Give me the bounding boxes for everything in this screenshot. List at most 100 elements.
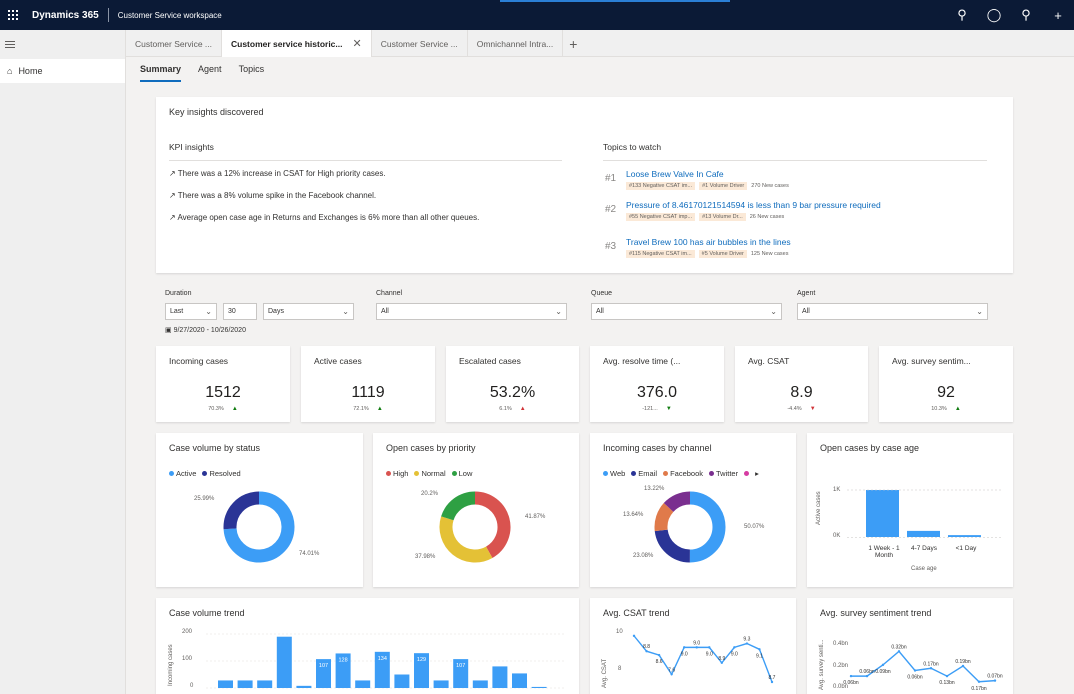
bar[interactable] xyxy=(433,680,449,688)
series-line[interactable] xyxy=(633,635,773,683)
add-tab-icon[interactable]: + xyxy=(569,35,578,52)
legend-item[interactable]: Resolved xyxy=(202,469,241,478)
data-point[interactable] xyxy=(632,634,636,638)
kpi-card-escalated[interactable]: Escalated cases 53.2% 6.1% ▲ xyxy=(446,346,579,422)
tab-omnichannel[interactable]: Omnichannel Intra... xyxy=(468,30,564,57)
kpi-card-csat[interactable]: Avg. CSAT 8.9 -4.4% ▼ xyxy=(735,346,868,422)
bar[interactable] xyxy=(276,636,292,688)
agent-select[interactable]: All ⌄ xyxy=(797,303,988,320)
data-point[interactable] xyxy=(770,680,774,684)
search-icon[interactable]: ⚲ xyxy=(957,7,967,22)
tab-customer-service-historic[interactable]: Customer service historic... ✕ xyxy=(222,30,372,57)
tab-agent[interactable]: Agent xyxy=(198,64,222,74)
data-point[interactable] xyxy=(977,680,981,683)
duration-value-input[interactable]: 30 xyxy=(223,303,257,320)
assistant-icon[interactable]: ◯ xyxy=(986,7,1002,22)
bar[interactable] xyxy=(257,680,273,688)
bar[interactable] xyxy=(414,653,429,688)
bar[interactable] xyxy=(394,674,410,689)
bar[interactable] xyxy=(374,651,390,688)
kpi-card-incoming[interactable]: Incoming cases 1512 70.3% ▲ xyxy=(156,346,290,422)
bar[interactable] xyxy=(907,530,940,537)
duration-unit-select[interactable]: Days ⌄ xyxy=(263,303,354,320)
data-point[interactable] xyxy=(682,646,686,649)
topic-link[interactable]: Travel Brew 100 has air bubbles in the l… xyxy=(626,237,791,247)
tab-customer-service-2[interactable]: Customer Service ... xyxy=(372,30,468,57)
duration-mode-select[interactable]: Last ⌄ xyxy=(165,303,217,320)
chart-avg-survey-sentiment-trend[interactable]: Avg. survey sentiment trend Avg. survey … xyxy=(807,598,1013,694)
chart-incoming-cases-by-channel[interactable]: Incoming cases by channel Web Email Face… xyxy=(590,433,796,587)
donut-slice[interactable] xyxy=(654,529,691,563)
data-point[interactable] xyxy=(945,674,949,678)
data-point[interactable] xyxy=(897,650,901,653)
bar[interactable] xyxy=(218,680,233,688)
data-point[interactable] xyxy=(865,674,869,678)
data-point[interactable] xyxy=(645,650,648,653)
data-point[interactable] xyxy=(708,646,711,649)
legend-item[interactable]: High xyxy=(386,469,408,478)
legend-item[interactable] xyxy=(744,471,750,476)
donut-slice[interactable] xyxy=(223,491,295,563)
data-point[interactable] xyxy=(849,674,853,678)
chart-avg-csat-trend[interactable]: Avg. CSAT trend Avg. CSAT 10 8 8.8 8.6 7.6… xyxy=(590,598,796,694)
legend-item[interactable]: Active xyxy=(169,469,196,478)
tab-topics[interactable]: Topics xyxy=(238,64,265,74)
data-point[interactable] xyxy=(720,661,724,664)
data-point[interactable] xyxy=(929,667,933,670)
channel-select[interactable]: All ⌄ xyxy=(376,303,567,320)
data-point[interactable] xyxy=(733,646,736,649)
kpi-card-survey-sentiment[interactable]: Avg. survey sentim... 92 10.3% ▲ xyxy=(879,346,1013,422)
hamburger-icon[interactable] xyxy=(5,41,15,50)
bar[interactable] xyxy=(948,535,981,537)
donut-slice[interactable] xyxy=(663,491,691,513)
legend-item[interactable]: Facebook xyxy=(663,469,703,478)
bar[interactable] xyxy=(355,680,371,688)
data-point[interactable] xyxy=(657,653,661,657)
kpi-card-resolve-time[interactable]: Avg. resolve time (... 376.0 -121... ▼ xyxy=(590,346,724,422)
data-point[interactable] xyxy=(745,642,749,645)
bar[interactable] xyxy=(512,673,527,688)
topic-link[interactable]: Loose Brew Valve In Cafe xyxy=(626,169,724,179)
close-icon[interactable]: ✕ xyxy=(352,38,362,50)
tab-customer-service-1[interactable]: Customer Service ... xyxy=(126,30,222,57)
kpi-card-active[interactable]: Active cases 1119 72.1% ▲ xyxy=(301,346,435,422)
data-point[interactable] xyxy=(913,669,917,672)
data-point[interactable] xyxy=(758,648,761,651)
data-point[interactable] xyxy=(670,673,673,676)
series-line[interactable] xyxy=(851,650,996,683)
data-point[interactable] xyxy=(993,679,997,682)
donut-slice[interactable] xyxy=(654,503,674,532)
sidebar-item-home[interactable]: ⌂ Home xyxy=(0,59,125,83)
tab-summary[interactable]: Summary xyxy=(140,64,182,82)
legend-item[interactable]: Low xyxy=(451,469,472,478)
app-name[interactable]: Dynamics 365 xyxy=(32,9,99,21)
data-point[interactable] xyxy=(961,664,965,668)
bar[interactable] xyxy=(472,680,488,688)
topic-link[interactable]: Pressure of 8.46170121514594 is less tha… xyxy=(626,200,881,210)
legend-item[interactable]: Email xyxy=(631,469,657,478)
legend-next-icon[interactable]: ▸ xyxy=(755,469,759,478)
plus-icon[interactable]: + xyxy=(1054,7,1062,23)
queue-select[interactable]: All ⌄ xyxy=(591,303,782,320)
bar[interactable] xyxy=(531,686,547,688)
legend-item[interactable]: Twitter xyxy=(709,469,738,478)
legend-item[interactable]: Normal xyxy=(414,469,446,478)
chart-open-cases-by-case-age[interactable]: Open cases by case age Active cases 1K 0… xyxy=(807,433,1013,587)
bar[interactable] xyxy=(335,653,351,688)
bar[interactable] xyxy=(866,490,899,537)
chart-case-volume-by-status[interactable]: Case volume by status Active Resolved 25… xyxy=(156,433,363,587)
donut-slice[interactable] xyxy=(474,491,511,558)
bar[interactable] xyxy=(492,666,508,688)
bar[interactable] xyxy=(453,659,469,688)
bar[interactable] xyxy=(296,685,312,688)
lightbulb-icon[interactable]: ⚲ xyxy=(1021,7,1031,22)
data-point[interactable] xyxy=(695,646,698,649)
bar[interactable] xyxy=(237,680,253,688)
chart-case-volume-trend[interactable]: Case volume trend Incoming cases 200 100… xyxy=(156,598,579,694)
donut-slice[interactable] xyxy=(441,491,476,521)
chart-open-cases-by-priority[interactable]: Open cases by priority High Normal Low 2… xyxy=(373,433,579,587)
donut-slice[interactable] xyxy=(439,516,493,563)
donut-slice[interactable] xyxy=(689,491,726,563)
bar[interactable] xyxy=(316,659,331,688)
donut-slice[interactable] xyxy=(223,491,260,530)
